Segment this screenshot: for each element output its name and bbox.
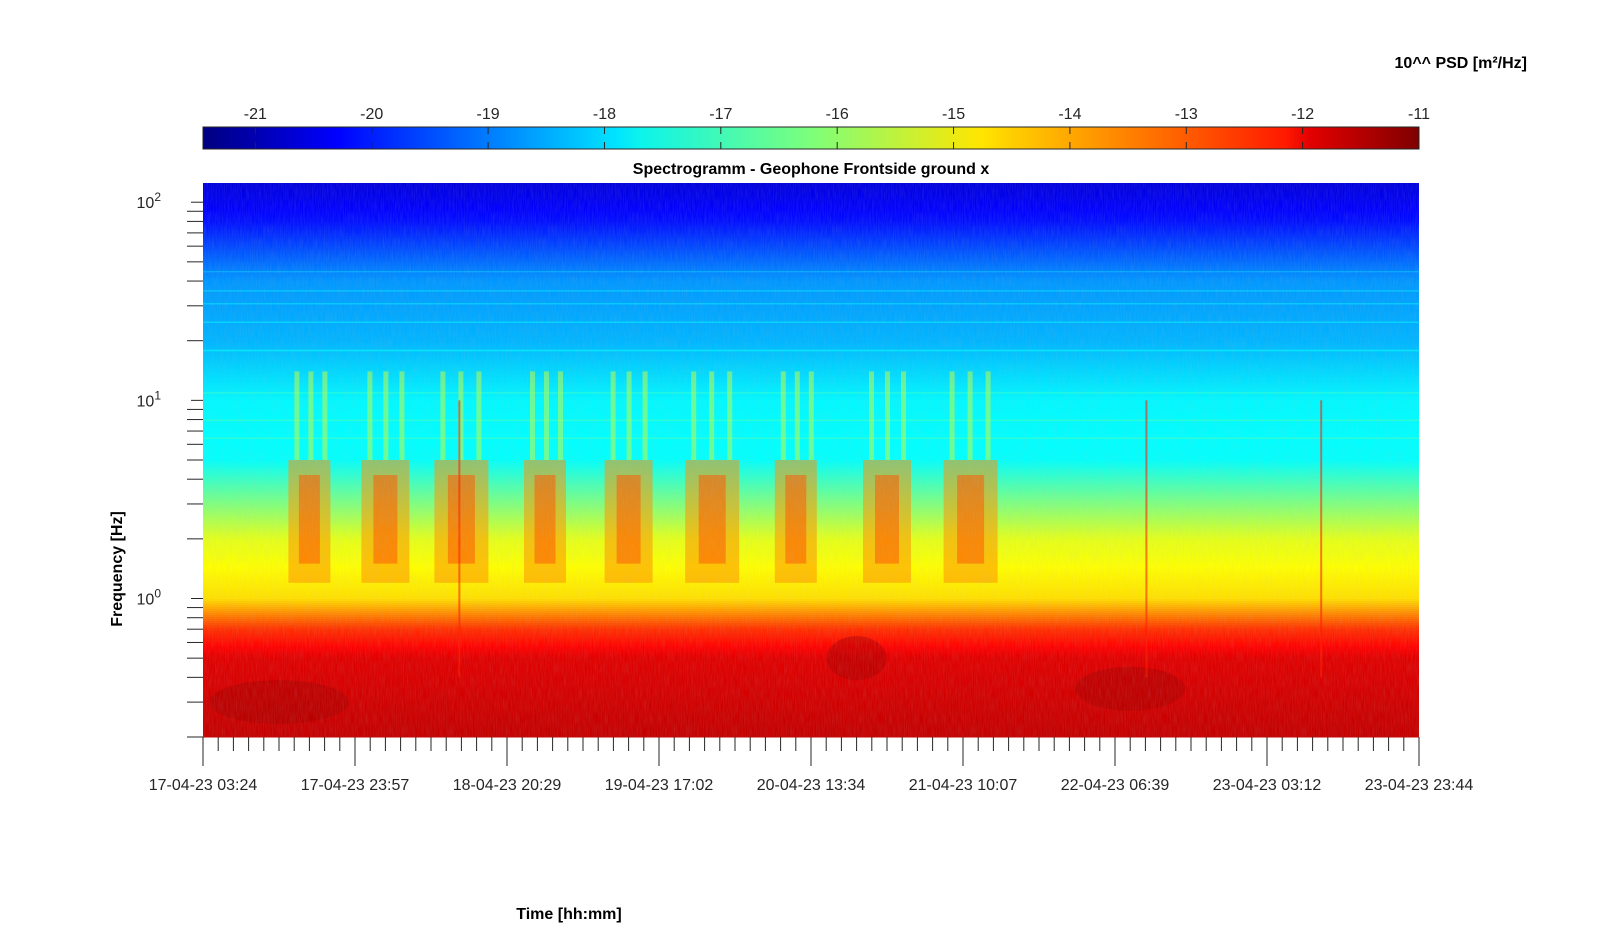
y-tick-exponent: 0 [154, 587, 161, 601]
x-tick-label: 19-04-23 17:02 [605, 777, 714, 794]
spectrogram-texture [203, 183, 1419, 737]
spectrogram-plot-area [203, 183, 1419, 738]
colorbar-tick-label: -16 [826, 106, 849, 123]
x-axis: 17-04-23 03:24 17-04-23 23:57 18-04-23 20:… [149, 737, 1474, 794]
y-tick-base: 10 [137, 393, 155, 410]
x-tick-label: 17-04-23 23:57 [301, 777, 410, 794]
colorbar-tick-label: -14 [1058, 106, 1081, 123]
colorbar-bar [202, 126, 1420, 150]
colorbar: 10^^ PSD [m²/Hz] -21 -20 -19 -18 -17 -16 -15 -1… [202, 55, 1527, 150]
colorbar-tick-label: -15 [942, 106, 965, 123]
y-tick-label: 102 [137, 190, 162, 212]
colorbar-tick-label: -21 [244, 106, 267, 123]
colorbar-label: 10^^ PSD [m²/Hz] [1395, 55, 1527, 72]
colorbar-tick-label: -13 [1175, 106, 1198, 123]
colorbar-tick-label: -18 [593, 106, 616, 123]
y-tick-label: 101 [137, 388, 162, 410]
x-axis-label: Time [hh:mm] [516, 906, 621, 923]
colorbar-tick-label: -19 [477, 106, 500, 123]
x-tick-label: 18-04-23 20:29 [453, 777, 562, 794]
colorbar-ticks: -21 -20 -19 -18 -17 -16 -15 -14 -13 -12 -11 [244, 106, 1430, 149]
x-tick-label: 17-04-23 03:24 [149, 777, 258, 794]
y-tick-exponent: 2 [154, 190, 161, 204]
x-tick-label: 21-04-23 10:07 [909, 777, 1018, 794]
colorbar-tick-label: -17 [709, 106, 732, 123]
x-tick-label: 22-04-23 06:39 [1061, 777, 1170, 794]
colorbar-tick-label: -20 [360, 106, 383, 123]
x-tick-label: 23-04-23 03:12 [1213, 777, 1322, 794]
plot-title: Spectrogramm - Geophone Frontside ground… [633, 161, 990, 178]
y-tick-label: 100 [137, 587, 162, 609]
y-tick-base: 10 [137, 592, 155, 609]
x-tick-label: 20-04-23 13:34 [757, 777, 866, 794]
y-tick-base: 10 [137, 195, 155, 212]
x-tick-label: 23-04-23 23:44 [1365, 777, 1474, 794]
y-axis-label: Frequency [Hz] [109, 511, 126, 627]
y-tick-exponent: 1 [154, 388, 161, 402]
colorbar-tick-label: -12 [1291, 106, 1314, 123]
colorbar-tick-label: -11 [1408, 106, 1430, 123]
